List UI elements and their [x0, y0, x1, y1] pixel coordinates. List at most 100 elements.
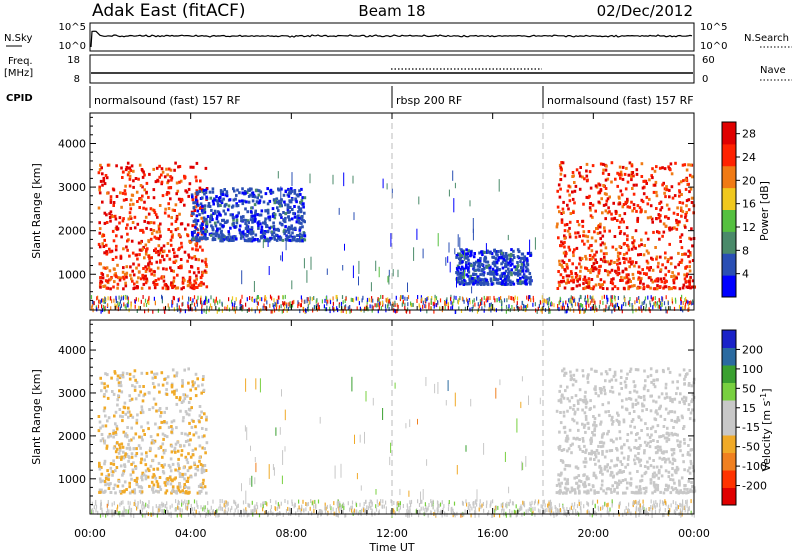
echo-cell	[214, 224, 218, 228]
echo-cell	[511, 280, 514, 284]
echo-cell	[606, 177, 610, 181]
clutter-cell	[667, 301, 669, 306]
echo-cell	[679, 392, 682, 396]
echo-cell	[600, 372, 603, 376]
echo-cell	[600, 445, 603, 449]
clutter-cell	[219, 299, 221, 304]
streak-cell	[457, 234, 459, 247]
echo-cell	[161, 465, 165, 469]
echo-cell	[688, 260, 692, 264]
streak-cell	[388, 269, 390, 277]
echo-cell	[205, 285, 209, 289]
echo-cell	[257, 226, 260, 230]
y-tick-label: 4000	[58, 138, 86, 151]
clutter-cell	[386, 304, 389, 309]
clutter-cell	[602, 300, 604, 305]
echo-cell	[581, 408, 584, 412]
clutter-cell	[397, 304, 399, 309]
echo-cell	[203, 447, 206, 451]
echo-cell	[193, 223, 197, 227]
clutter-cell	[284, 306, 286, 311]
echo-cell	[502, 257, 506, 261]
echo-cell	[672, 286, 676, 289]
echo-cell	[630, 490, 634, 494]
echo-cell	[585, 162, 589, 166]
echo-cell	[665, 450, 668, 454]
echo-cell	[173, 477, 176, 481]
echo-cell	[277, 209, 280, 213]
echo-cell	[119, 191, 122, 195]
echo-cell	[630, 200, 633, 204]
echo-cell	[609, 487, 613, 491]
echo-cell	[156, 485, 160, 488]
echo-cell	[290, 227, 293, 231]
echo-cell	[643, 387, 646, 391]
echo-cell	[127, 217, 131, 221]
echo-cell	[521, 252, 525, 256]
echo-cell	[690, 448, 693, 452]
colorbar-tick-label: 4	[742, 268, 749, 281]
echo-cell	[186, 476, 190, 480]
echo-cell	[625, 273, 629, 277]
echo-cell	[678, 201, 682, 204]
echo-cell	[126, 232, 129, 236]
echo-cell	[118, 456, 122, 459]
echo-cell	[599, 257, 603, 261]
clutter-cell	[567, 303, 569, 308]
clutter-cell	[273, 304, 275, 309]
clutter-cell	[654, 296, 656, 301]
echo-cell	[161, 286, 165, 290]
echo-cell	[581, 224, 585, 228]
clutter-cell	[422, 300, 424, 305]
clutter-cell	[407, 295, 410, 300]
echo-cell	[250, 187, 253, 191]
echo-cell	[109, 219, 112, 223]
echo-cell	[170, 430, 173, 434]
echo-cell	[673, 286, 677, 290]
echo-cell	[671, 457, 675, 461]
echo-cell	[103, 441, 106, 445]
echo-cell	[147, 239, 150, 243]
echo-cell	[129, 265, 132, 269]
echo-cell	[205, 265, 208, 268]
echo-cell	[120, 390, 124, 394]
echo-cell	[124, 284, 128, 288]
echo-cell	[192, 433, 196, 437]
echo-cell	[136, 200, 139, 203]
echo-cell	[103, 221, 107, 225]
clutter-cell	[130, 302, 132, 307]
echo-cell	[674, 487, 677, 490]
echo-cell	[201, 188, 204, 192]
echo-cell	[107, 478, 110, 482]
clutter-cell	[426, 297, 428, 302]
echo-cell	[214, 198, 217, 202]
echo-cell	[231, 213, 234, 217]
echo-cell	[665, 188, 669, 192]
echo-cell	[501, 266, 505, 270]
echo-cell	[588, 254, 592, 257]
echo-cell	[158, 164, 161, 168]
echo-cell	[525, 261, 529, 265]
echo-cell	[205, 223, 209, 227]
clutter-cell	[144, 298, 147, 303]
echo-cell	[188, 278, 191, 282]
echo-cell	[141, 274, 145, 278]
echo-cell	[170, 222, 174, 226]
echo-cell	[273, 213, 277, 217]
echo-cell	[164, 448, 167, 452]
streak-cell	[523, 261, 525, 276]
echo-cell	[199, 490, 203, 493]
clutter-cell	[224, 306, 226, 311]
echo-cell	[211, 238, 215, 242]
echo-cell	[637, 265, 641, 269]
echo-cell	[574, 231, 577, 235]
echo-cell	[130, 455, 134, 459]
clutter-cell	[579, 305, 581, 310]
echo-cell	[103, 480, 107, 483]
echo-cell	[558, 484, 562, 488]
clutter-cell	[288, 302, 290, 307]
echo-cell	[204, 469, 208, 472]
echo-cell	[565, 264, 569, 268]
clutter-cell	[321, 299, 323, 304]
echo-cell	[157, 227, 161, 231]
